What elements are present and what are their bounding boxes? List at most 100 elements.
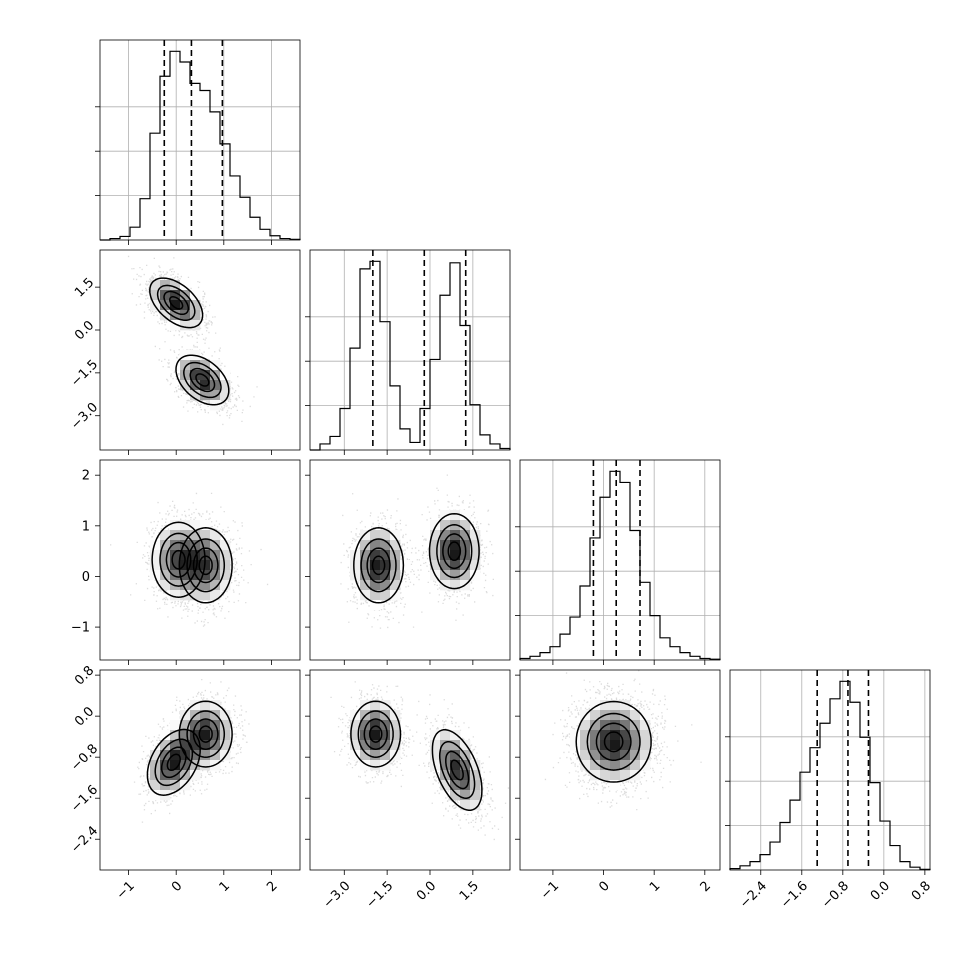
y-tick-label-1-2: 0.0 bbox=[72, 318, 97, 343]
scatter-frame-0-2 bbox=[99, 459, 301, 661]
x-tick-label-2-3: 2 bbox=[698, 879, 714, 895]
y-tick-label-2-1: 0 bbox=[82, 570, 90, 585]
contour-1-2-0-1 bbox=[447, 541, 462, 562]
histogram-frame-1 bbox=[309, 249, 511, 451]
contour-1-3-2-1 bbox=[438, 740, 476, 800]
contour-0-1-1-0 bbox=[163, 290, 190, 315]
x-tick-label-0-3: 2 bbox=[264, 879, 280, 895]
scatter-panel-2-3-content bbox=[544, 670, 702, 811]
contour-0-2-2-1 bbox=[186, 538, 226, 593]
x-tick-label-3-2: −0.8 bbox=[819, 879, 852, 912]
scatter-frame-0-3 bbox=[99, 669, 301, 871]
contour-0-2-3-0 bbox=[151, 521, 206, 598]
contour-1-2-1-1 bbox=[442, 533, 467, 570]
contour-0-3-1-1 bbox=[192, 718, 219, 750]
x-tick-label-3-0: −2.4 bbox=[737, 879, 770, 912]
x-tick-label-1-0: −3.0 bbox=[321, 879, 354, 912]
contour-2-3-0-0 bbox=[603, 731, 624, 753]
scatter-panel-1-3 bbox=[305, 669, 511, 875]
scatter-frame-1-3 bbox=[309, 669, 511, 871]
y-tick-label-3-2: −0.8 bbox=[68, 741, 101, 774]
histogram-panel-2 bbox=[515, 459, 721, 665]
contour-0-1-1-1 bbox=[189, 367, 216, 393]
contour-0-3-1-0 bbox=[160, 746, 187, 779]
histogram-frame-0 bbox=[99, 39, 301, 241]
histogram-step-3 bbox=[729, 680, 931, 870]
contour-2-3-3-0 bbox=[575, 700, 652, 783]
scatter-panel-2-3 bbox=[515, 669, 721, 875]
scatter-panel-1-2 bbox=[305, 459, 511, 665]
x-tick-label-3-3: 0.0 bbox=[868, 879, 893, 904]
contour-1-3-0-0 bbox=[368, 725, 383, 743]
contour-0-3-2-0 bbox=[154, 738, 194, 787]
contour-1-3-0-1 bbox=[450, 759, 464, 781]
scatter-points-1-3 bbox=[330, 681, 510, 841]
contour-0-1-0-1 bbox=[195, 373, 210, 387]
contour-0-1-2-0 bbox=[156, 284, 196, 322]
x-tick-label-3-1: −1.6 bbox=[778, 879, 811, 912]
contour-0-1-2-1 bbox=[183, 361, 222, 399]
contour-0-2-3-1 bbox=[178, 527, 233, 604]
y-tick-label-2-0: −1 bbox=[71, 621, 90, 636]
histogram-step-2 bbox=[519, 470, 721, 660]
contour-1-2-1-0 bbox=[366, 547, 391, 584]
contour-0-2-1-0 bbox=[165, 541, 192, 578]
y-tick-label-3-4: 0.8 bbox=[72, 663, 97, 688]
x-tick-label-2-2: 1 bbox=[647, 879, 663, 895]
contour-1-3-1-1 bbox=[445, 750, 470, 790]
y-tick-label-1-0: −3.0 bbox=[68, 400, 101, 433]
x-tick-label-0-2: 1 bbox=[217, 879, 233, 895]
y-tick-label-1-3: 1.5 bbox=[72, 275, 97, 300]
scatter-panel-1-2-content bbox=[340, 474, 494, 629]
contour-2-3-2-0 bbox=[586, 712, 641, 771]
histogram-panel-3 bbox=[725, 669, 931, 875]
y-tick-label-2-3: 2 bbox=[82, 469, 90, 484]
contour-1-2-2-1 bbox=[436, 524, 473, 579]
scatter-panel-0-1 bbox=[95, 249, 301, 455]
scatter-panel-0-2 bbox=[95, 459, 301, 665]
contour-2-3-1-0 bbox=[595, 722, 632, 762]
x-tick-label-0-0: −1 bbox=[114, 879, 138, 903]
x-tick-label-1-3: 1.5 bbox=[457, 879, 482, 904]
contour-1-3-2-0 bbox=[357, 710, 394, 758]
histogram-frame-3 bbox=[729, 669, 931, 871]
histogram-panel-1 bbox=[305, 249, 511, 455]
contour-0-1-0-0 bbox=[169, 296, 184, 310]
contour-0-3-0-1 bbox=[198, 725, 213, 743]
contour-1-3-3-1 bbox=[431, 729, 483, 811]
x-tick-label-2-0: −1 bbox=[538, 879, 562, 903]
scatter-frame-0-1 bbox=[99, 249, 301, 451]
y-tick-label-3-1: −1.6 bbox=[68, 782, 101, 815]
scatter-panel-0-1-content bbox=[127, 255, 258, 426]
contour-0-3-2-1 bbox=[186, 710, 226, 758]
contour-0-1-3-0 bbox=[149, 277, 204, 329]
scatter-panel-1-3-content bbox=[330, 681, 510, 841]
y-tick-label-2-2: 1 bbox=[82, 519, 90, 534]
x-tick-label-0-1: 0 bbox=[169, 879, 185, 895]
contour-1-2-3-0 bbox=[353, 527, 405, 604]
histogram-frame-2 bbox=[519, 459, 721, 661]
x-tick-label-1-1: −1.5 bbox=[363, 879, 396, 912]
contour-0-1-3-1 bbox=[175, 354, 230, 406]
y-tick-label-3-3: 0.0 bbox=[72, 704, 97, 729]
contour-1-3-1-0 bbox=[363, 718, 388, 750]
contour-0-2-0-1 bbox=[198, 555, 213, 576]
scatter-panel-0-3 bbox=[95, 669, 301, 875]
x-tick-label-3-4: 0.8 bbox=[909, 879, 934, 904]
contour-0-3-0-0 bbox=[166, 753, 181, 772]
y-tick-label-1-1: −1.5 bbox=[68, 357, 101, 390]
scatter-points-2-3 bbox=[544, 670, 702, 811]
scatter-panel-0-3-content bbox=[133, 679, 250, 823]
contour-0-3-3-1 bbox=[178, 700, 233, 768]
y-tick-label-3-0: −2.4 bbox=[68, 824, 101, 857]
contour-1-2-2-0 bbox=[360, 538, 397, 593]
contour-0-3-3-0 bbox=[146, 728, 201, 796]
x-tick-label-1-2: 0.0 bbox=[414, 879, 439, 904]
x-tick-label-2-1: 0 bbox=[596, 879, 612, 895]
histogram-step-0 bbox=[100, 50, 301, 241]
histogram-panel-0 bbox=[95, 39, 301, 245]
scatter-panel-0-2-content bbox=[110, 492, 269, 627]
scatter-frame-1-2 bbox=[309, 459, 511, 661]
contour-1-2-0-0 bbox=[371, 555, 386, 576]
